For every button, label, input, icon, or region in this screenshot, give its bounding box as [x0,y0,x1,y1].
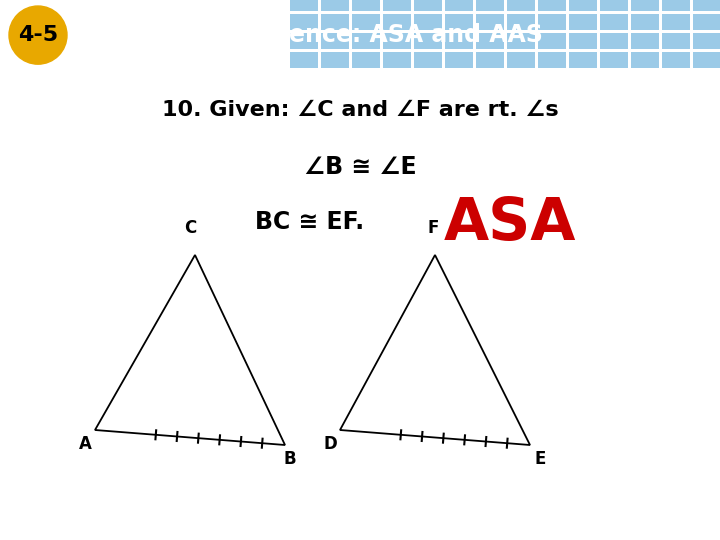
Bar [507,14,535,30]
Bar [600,33,628,49]
Text: B: B [284,450,297,468]
Bar [476,14,504,30]
Bar [445,14,473,30]
Bar [352,52,380,68]
Bar [352,14,380,30]
Bar [383,33,411,49]
Bar [321,33,349,49]
Text: ASA: ASA [444,195,576,252]
Bar [445,52,473,68]
Bar [662,52,690,68]
Bar [600,14,628,30]
Text: C: C [184,219,196,237]
Text: 10. Given: ∠C and ∠F are rt. ∠s: 10. Given: ∠C and ∠F are rt. ∠s [162,100,558,120]
Bar [507,0,535,11]
Bar [383,52,411,68]
Bar [507,52,535,68]
Bar [290,33,318,49]
Text: BC ≅ EF.: BC ≅ EF. [256,210,364,234]
Bar [693,14,720,30]
Text: Copyright © by Holt, Rinehart and Winston. All Rights Reserved.: Copyright © by Holt, Rinehart and Winsto… [420,515,712,524]
Bar [693,0,720,11]
Bar [414,14,442,30]
Bar [445,33,473,49]
Bar [662,14,690,30]
Text: F: F [427,219,438,237]
Bar [321,52,349,68]
Ellipse shape [9,6,67,64]
Bar [569,33,597,49]
Bar [631,33,659,49]
Bar [538,0,566,11]
Bar [662,33,690,49]
Bar [538,33,566,49]
Bar [507,33,535,49]
Text: A: A [78,435,91,453]
Bar [414,52,442,68]
Bar [569,14,597,30]
Bar [538,14,566,30]
Bar [290,52,318,68]
Bar [631,52,659,68]
Bar [414,0,442,11]
Text: 4-5: 4-5 [18,25,58,45]
Text: Holt Geometry: Holt Geometry [8,513,110,526]
Bar [383,14,411,30]
Bar [383,0,411,11]
Bar [352,33,380,49]
Bar [352,0,380,11]
Bar [631,0,659,11]
Text: E: E [534,450,546,468]
Bar [569,0,597,11]
Text: Triangle Congruence: ASA and AAS: Triangle Congruence: ASA and AAS [78,23,543,47]
Text: ∠B ≅ ∠E: ∠B ≅ ∠E [304,155,416,179]
Bar [414,33,442,49]
Bar [445,0,473,11]
Bar [290,14,318,30]
Bar [476,33,504,49]
Bar [538,52,566,68]
Bar [321,0,349,11]
Bar [662,0,690,11]
Bar [290,0,318,11]
Bar [693,33,720,49]
Bar [693,52,720,68]
Bar [321,14,349,30]
Bar [476,0,504,11]
Bar [600,52,628,68]
Bar [476,52,504,68]
Text: D: D [323,435,337,453]
Bar [631,14,659,30]
Bar [569,52,597,68]
Bar [600,0,628,11]
